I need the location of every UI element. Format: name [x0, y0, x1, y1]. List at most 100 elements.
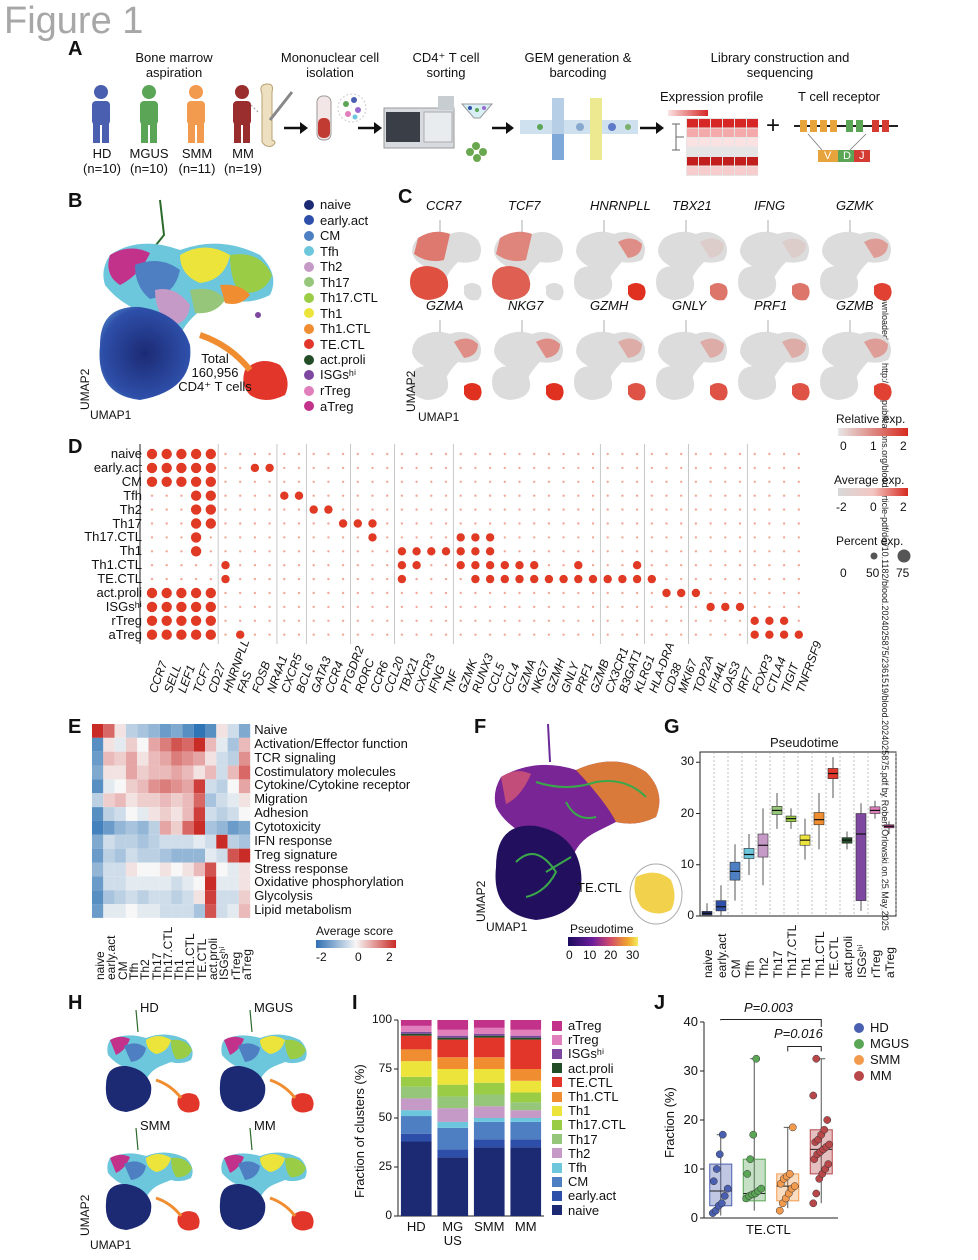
dot: [341, 605, 345, 609]
dot: [297, 564, 301, 567]
dot: [680, 508, 683, 511]
bar-segment-6: [473, 1082, 505, 1095]
dot: [224, 633, 227, 636]
heatmap-cell: [103, 751, 115, 766]
bar-segment-2: [473, 1121, 505, 1140]
dot: [606, 633, 609, 636]
heatmap-cell: [182, 834, 194, 849]
heatmap-cell: [216, 793, 228, 808]
heatmap-cell: [171, 862, 183, 877]
heatmap-cell: [216, 779, 228, 794]
pathway-label-7: Cytotoxicity: [254, 818, 321, 834]
g-xtick-9: TE.CTL: [827, 936, 841, 978]
dot: [239, 480, 242, 483]
dot: [341, 508, 345, 511]
heatmap-cell: [171, 904, 183, 918]
dot: [665, 466, 668, 470]
dot: [430, 508, 433, 511]
dot: [518, 522, 521, 525]
dot: [341, 564, 345, 567]
dot: [694, 564, 698, 567]
dot: [797, 550, 800, 553]
dot: [430, 564, 433, 567]
heatmap-cell: [238, 876, 251, 891]
dot: [680, 605, 683, 609]
p-value-2: P=0.016: [774, 1026, 823, 1041]
heatmap-cell: [216, 862, 228, 877]
dot: [400, 591, 404, 595]
heatmap-cell: [125, 751, 138, 766]
dot: [150, 522, 154, 525]
dot: [146, 629, 158, 640]
dot: [779, 616, 789, 625]
dot: [606, 619, 609, 622]
heatmap-cell: [114, 724, 126, 738]
heatmap-cell: [238, 751, 251, 766]
heatmap-cell: [205, 765, 217, 780]
dot: [518, 633, 521, 636]
heatmap-cell: [114, 793, 126, 808]
heatmap-cell: [159, 779, 172, 794]
dot: [253, 605, 257, 609]
dot: [150, 508, 154, 511]
heatmap-cell: [125, 848, 138, 863]
dot: [797, 466, 800, 470]
dot: [709, 466, 712, 470]
dot: [782, 466, 786, 470]
dot: [209, 550, 212, 553]
i-ytick-100: 100: [371, 1012, 392, 1026]
dot: [547, 452, 551, 456]
dot: [485, 561, 495, 570]
dot: [650, 619, 653, 622]
dot: [176, 587, 187, 599]
dot: [768, 522, 771, 525]
dot: [647, 574, 656, 584]
dot: [782, 452, 786, 456]
bar-segment-7: [400, 1061, 432, 1077]
legend-label: MGUS: [870, 1036, 909, 1051]
heatmap-cell: [227, 807, 239, 821]
dot: [530, 574, 539, 584]
heatmap-cell: [103, 862, 115, 877]
dot: [415, 522, 418, 525]
heatmap-cell: [171, 724, 183, 738]
dot: [724, 633, 727, 636]
dot: [474, 522, 477, 525]
dot: [797, 564, 800, 567]
dot: [547, 480, 551, 483]
group-title-mgus: MGUS: [254, 1000, 293, 1015]
dot: [368, 519, 377, 528]
group-title-hd: HD: [140, 1000, 159, 1015]
umap-mm: [219, 1127, 314, 1231]
i-xtick-1: MG US: [442, 1219, 464, 1248]
dot: [753, 480, 756, 483]
dot: [753, 564, 756, 567]
heatmap-cell: [137, 820, 149, 835]
data-point: [790, 1182, 799, 1190]
dot: [694, 633, 698, 636]
dot: [577, 508, 580, 511]
heatmap-cell: [92, 751, 104, 766]
dot: [694, 452, 698, 456]
dot: [190, 546, 202, 557]
g-xtick-6: Th17.CTL: [785, 924, 799, 978]
dot: [547, 591, 551, 595]
dot: [444, 577, 448, 581]
dot: [680, 619, 683, 622]
dot: [341, 466, 345, 470]
heatmap-cell: [103, 876, 115, 891]
bar-segment-11: [437, 1035, 469, 1038]
dot: [591, 522, 595, 525]
dot: [618, 574, 627, 584]
bar-segment-6: [510, 1092, 542, 1103]
step-library: Library construction and sequencing: [710, 50, 850, 80]
dot: [665, 605, 668, 609]
dot: [444, 494, 448, 497]
dot: [577, 605, 580, 609]
legend-label: Th17: [568, 1131, 598, 1147]
dot: [591, 466, 595, 470]
dot: [180, 536, 183, 539]
dot: [694, 494, 698, 497]
dot: [518, 508, 521, 511]
dot: [474, 605, 477, 609]
